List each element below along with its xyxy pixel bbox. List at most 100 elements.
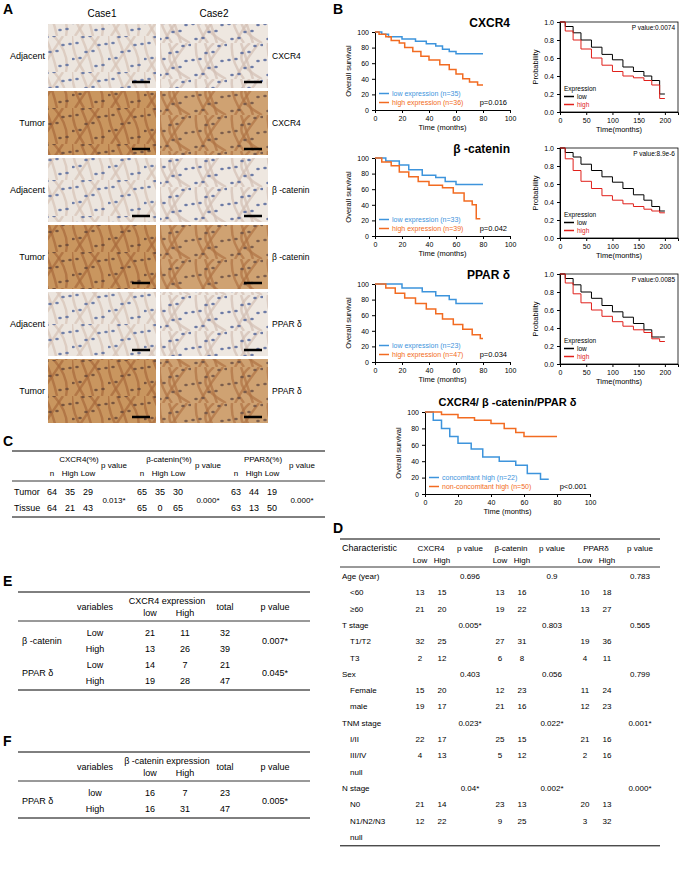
tick: 0.4 <box>544 325 560 332</box>
tick-label: 40 <box>426 115 434 122</box>
table-header: low <box>143 608 157 618</box>
table-f: variablesβ -catenin expressiontotalp val… <box>18 752 310 818</box>
table-cell: 4 <box>583 654 588 663</box>
plot-frame <box>560 274 678 364</box>
tick: 0.2 <box>544 217 560 224</box>
legend-entry: high expression (n=39) <box>392 225 463 233</box>
table-cell: 18 <box>603 588 612 597</box>
ihc-image <box>48 225 156 289</box>
p-value: p=0.034 <box>480 350 507 359</box>
axis-line <box>372 159 376 237</box>
figure: ABCDEFCase1Case2AdjacentCXCR4TumorCXCR4A… <box>0 0 685 873</box>
table-cell: 0.056 <box>542 670 563 679</box>
tick: 0 <box>374 362 378 374</box>
tick-label: 200 <box>660 369 672 376</box>
tick: 60 <box>453 236 461 248</box>
tick: 0 <box>365 233 375 240</box>
tick-label: 0 <box>424 499 428 506</box>
tick: 0.8 <box>544 163 560 170</box>
panel-label: B <box>333 1 343 17</box>
tick-label: 0.4 <box>544 325 554 332</box>
table-cell: 13 <box>438 751 447 760</box>
tick-label: 100 <box>585 499 597 506</box>
tick-mark <box>557 94 560 95</box>
tick-mark <box>557 346 560 347</box>
plot-frame <box>560 22 678 112</box>
tick-label: 40 <box>426 367 434 374</box>
table-cell: 29 <box>83 487 93 497</box>
scale-bar <box>132 282 150 285</box>
table-cell: 39 <box>220 644 230 654</box>
legend-swatch <box>564 96 574 98</box>
table-cell: 16 <box>603 735 612 744</box>
tick-label: 0.4 <box>544 73 554 80</box>
legend-entry: concomitant high (n=22) <box>442 474 517 482</box>
legend: Expressionlowhigh <box>564 211 597 235</box>
table-cell: 32 <box>603 817 612 826</box>
table-cell: 12 <box>581 702 590 711</box>
tick-label: 0.8 <box>544 163 554 170</box>
table-cell: 19 <box>496 605 505 614</box>
table-header: total <box>216 762 233 772</box>
tick-mark <box>372 63 375 64</box>
table-header: p value <box>260 602 289 612</box>
table-cell: 21 <box>416 800 425 809</box>
tick-label: 80 <box>554 499 562 506</box>
tick-label: 150 <box>633 117 645 124</box>
legend-title: Expression <box>564 337 597 345</box>
tick: 0 <box>365 359 375 366</box>
tick: 0 <box>365 107 375 114</box>
axis-line <box>561 365 679 368</box>
tick: 20 <box>399 362 407 374</box>
legend: low expression (n=33)high expression (n=… <box>379 216 463 233</box>
tick-mark <box>372 236 375 237</box>
tick-label: 100 <box>607 117 619 124</box>
tick-label: 0.6 <box>544 307 554 314</box>
table-cell: 22 <box>438 817 447 826</box>
row-label: Adjacent <box>10 319 46 329</box>
tick-label: 1.0 <box>544 145 554 152</box>
tick-mark <box>557 494 558 497</box>
tick: 100 <box>607 364 619 376</box>
curves <box>375 158 483 219</box>
tick-label: 60 <box>411 442 419 449</box>
tick-mark <box>456 236 457 239</box>
tick: 0.6 <box>544 307 560 314</box>
ihc-image <box>160 158 268 222</box>
tick: 0.4 <box>544 73 560 80</box>
tick: 60 <box>361 60 375 67</box>
table-header: variables <box>77 762 114 772</box>
ihc-image <box>160 24 268 88</box>
scale-bar <box>244 282 262 285</box>
row-label: <60 <box>350 588 364 597</box>
survival-curve <box>560 148 665 213</box>
marker-label: PPAR δ <box>272 319 302 329</box>
p-value: 0.013* <box>102 496 125 505</box>
x-axis: 020406080100 <box>424 494 597 506</box>
table-cell: 23 <box>603 702 612 711</box>
legend-swatch <box>564 348 574 350</box>
tick-label: 0 <box>365 233 369 240</box>
table-cell: 0.022* <box>540 719 563 728</box>
table-cell: 21 <box>220 660 230 670</box>
tick: 0.0 <box>544 109 560 116</box>
tick: 1.0 <box>544 145 560 152</box>
table-cell: 21 <box>416 605 425 614</box>
table-cell: 65 <box>137 487 147 497</box>
curves <box>560 148 665 213</box>
ihc-panel: Case1Case2AdjacentCXCR4TumorCXCR4Adjacen… <box>10 8 310 423</box>
tick-label: 40 <box>361 76 369 83</box>
y-axis-title: Overall survival <box>344 297 353 349</box>
ihc-image <box>48 359 156 423</box>
tick-mark <box>510 236 511 239</box>
tick: 20 <box>361 91 375 98</box>
chart-title: PPAR δ <box>467 268 510 282</box>
x-axis-title: Time (months) <box>418 375 467 384</box>
legend-swatch <box>379 102 389 104</box>
tick-mark <box>586 238 587 241</box>
tick-label: 0.0 <box>544 361 554 368</box>
table-cell: 3 <box>583 817 588 826</box>
tick-mark <box>557 220 560 221</box>
curves <box>560 274 665 342</box>
table-rule <box>12 481 325 482</box>
